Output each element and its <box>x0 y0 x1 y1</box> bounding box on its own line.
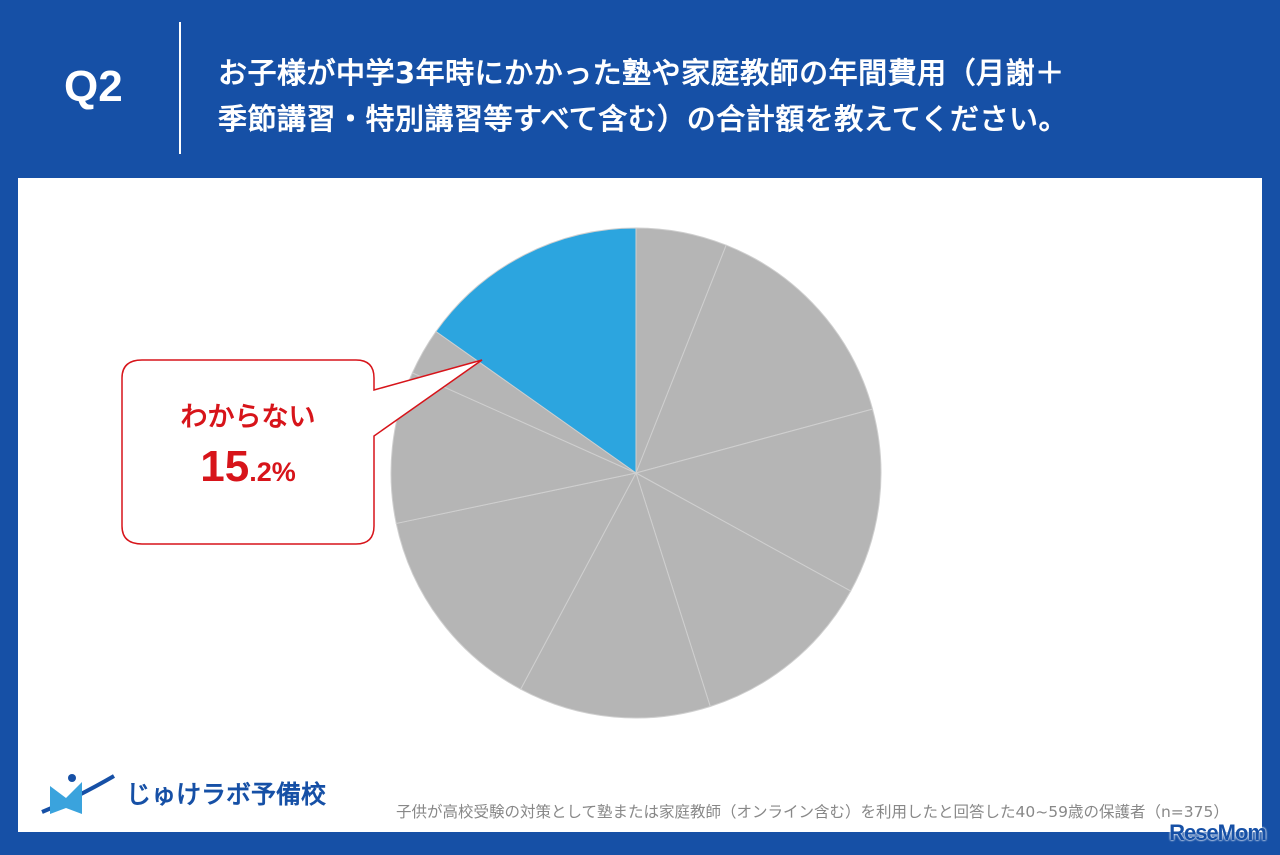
pie-slice-unknown <box>435 227 637 474</box>
watermark: ReseMom <box>1169 820 1267 845</box>
pie-slice <box>634 408 882 592</box>
pie-slice <box>395 472 637 690</box>
title-line-2: 季節講習・特別講習等すべて含む）の合計額を教えてください。 <box>218 102 1068 136</box>
pie-slice <box>520 471 711 719</box>
logo-text: じゅけラボ予備校 <box>126 780 327 809</box>
value-int: 15 <box>200 442 250 491</box>
value-decimal: .2% <box>249 457 296 487</box>
callout-label: わからない <box>180 402 316 433</box>
question-number: Q2 <box>64 62 123 111</box>
callout-bubble <box>121 359 483 545</box>
title-line-1: お子様が中学3年時にかかった塾や家庭教師の年間費用（月謝＋ <box>218 56 1065 90</box>
callout: わからない 15.2% <box>122 395 374 492</box>
callout-value: 15.2% <box>122 442 374 492</box>
pie-slice <box>635 244 874 474</box>
brand-logo: じゅけラボ予備校 <box>36 768 326 818</box>
book-logo-icon <box>41 774 116 814</box>
question-title: お子様が中学3年時にかかった塾や家庭教師の年間費用（月謝＋ 季節講習・特別講習等… <box>218 50 1258 142</box>
sample-note: 子供が高校受験の対策として塾または家庭教師（オンライン含む）を利用したと回答した… <box>396 803 1229 821</box>
divider <box>179 22 181 154</box>
pie-slice <box>635 471 852 708</box>
